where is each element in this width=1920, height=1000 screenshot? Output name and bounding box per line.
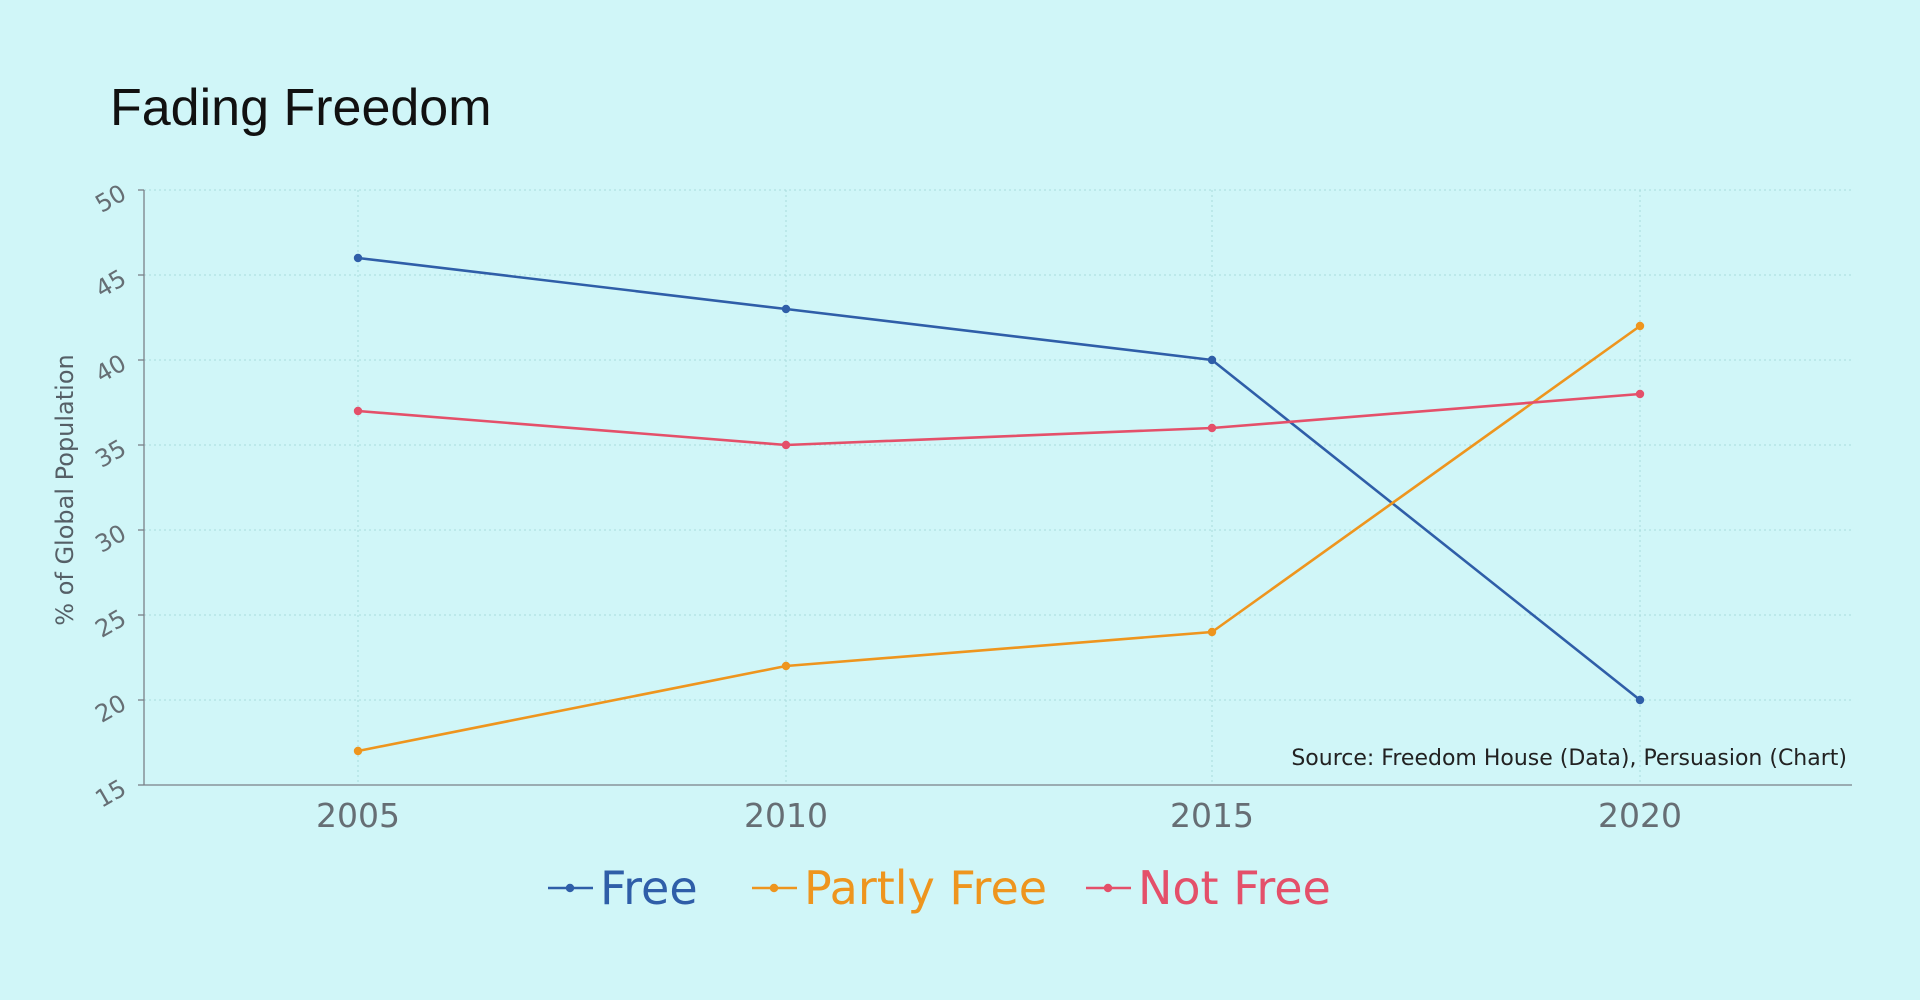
y-axis-label: % of Global Population bbox=[51, 354, 79, 625]
data-point-free bbox=[1635, 695, 1645, 705]
y-tick-label: 45 bbox=[91, 264, 131, 304]
y-tick-label: 35 bbox=[91, 434, 131, 474]
y-tick-labels: 15 20 25 30 35 40 45 50 bbox=[91, 179, 131, 814]
x-tick-labels: 2005 2010 2015 2020 bbox=[316, 796, 1682, 835]
legend-item-partly-free: Partly Free bbox=[752, 861, 1047, 915]
data-point-not-free bbox=[1635, 389, 1645, 399]
grid bbox=[144, 189, 1852, 785]
legend-marker bbox=[565, 883, 575, 893]
data-point-not-free bbox=[353, 406, 363, 416]
legend-label: Free bbox=[600, 861, 698, 915]
data-point-free bbox=[1207, 355, 1217, 365]
series-line-not-free bbox=[356, 392, 1642, 447]
x-tick-label: 2010 bbox=[744, 796, 828, 835]
x-tick-label: 2005 bbox=[316, 796, 400, 835]
legend-label: Partly Free bbox=[804, 861, 1047, 915]
data-point-not-free bbox=[1207, 423, 1217, 433]
x-tick-label: 2020 bbox=[1598, 796, 1682, 835]
legend-marker bbox=[1103, 883, 1113, 893]
data-point-partly-free bbox=[1207, 627, 1217, 637]
data-point-partly-free bbox=[781, 661, 791, 671]
y-tick-label: 20 bbox=[91, 689, 131, 729]
data-point-partly-free bbox=[1635, 321, 1645, 331]
data-point-free bbox=[781, 304, 791, 314]
x-tick-label: 2015 bbox=[1170, 796, 1254, 835]
y-tick-label: 40 bbox=[91, 349, 131, 389]
data-point-partly-free bbox=[353, 746, 363, 756]
legend-label: Not Free bbox=[1138, 861, 1331, 915]
legend: Free Partly Free Not Free bbox=[548, 861, 1331, 915]
data-point-free bbox=[353, 253, 363, 263]
chart-title: Fading Freedom bbox=[110, 79, 492, 137]
series-layer bbox=[353, 253, 1645, 756]
data-point-not-free bbox=[781, 440, 791, 450]
y-tick-label: 15 bbox=[91, 774, 131, 814]
series-line-partly-free bbox=[356, 324, 1642, 753]
y-tick-label: 30 bbox=[91, 519, 131, 559]
source-annotation: Source: Freedom House (Data), Persuasion… bbox=[1291, 746, 1847, 771]
axes bbox=[138, 189, 1852, 786]
legend-item-free: Free bbox=[548, 861, 698, 915]
y-tick-label: 50 bbox=[91, 179, 131, 219]
legend-item-not-free: Not Free bbox=[1086, 861, 1331, 915]
series-line-free bbox=[356, 256, 1642, 702]
y-tick-label: 25 bbox=[91, 604, 131, 644]
legend-marker bbox=[769, 883, 779, 893]
